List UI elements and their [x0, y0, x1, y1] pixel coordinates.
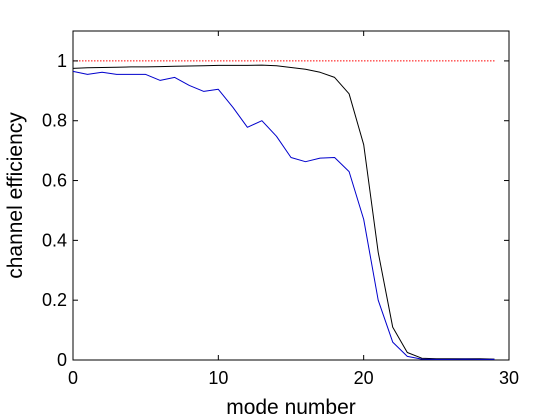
blue-series-line: [72, 70, 495, 360]
y-tick-label: 0: [57, 350, 67, 370]
series-layer: [72, 60, 495, 360]
x-tick-label: 10: [208, 368, 228, 388]
black-series-line: [72, 64, 495, 360]
x-tick-label: 20: [354, 368, 374, 388]
x-tick-label: 0: [68, 368, 78, 388]
plot-area: [72, 30, 510, 361]
y-tick-label: 0.2: [42, 290, 67, 310]
y-tick-label: 0.4: [42, 230, 67, 250]
y-tick-label: 0.6: [42, 171, 67, 191]
x-axis-label: mode number: [226, 396, 356, 419]
y-axis-label: channel efficiency: [4, 112, 27, 279]
x-tick-label: 30: [499, 368, 519, 388]
tick-layer: 0 10 20 30 0 0.2 0.4 0.6 0.8 1: [42, 31, 519, 388]
y-tick-label: 1: [57, 51, 67, 71]
y-tick-label: 0.8: [42, 111, 67, 131]
